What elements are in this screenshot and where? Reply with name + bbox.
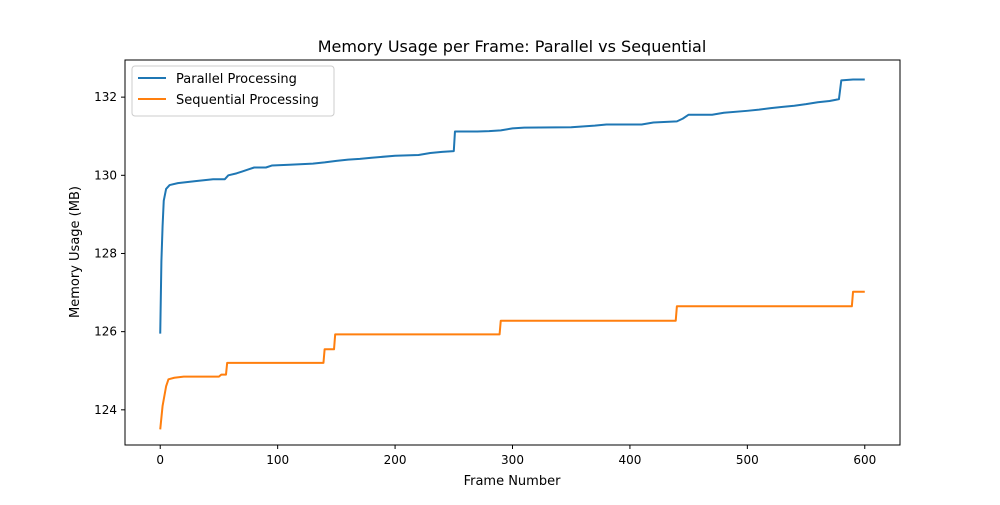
y-tick-label: 126	[94, 325, 117, 339]
x-tick-label: 200	[384, 453, 407, 467]
y-tick-label: 132	[94, 90, 117, 104]
x-axis-label: Frame Number	[464, 474, 562, 489]
x-tick-label: 400	[618, 453, 641, 467]
y-tick-label: 128	[94, 246, 117, 260]
x-tick-label: 600	[853, 453, 876, 467]
chart-title: Memory Usage per Frame: Parallel vs Sequ…	[318, 37, 707, 56]
legend: Parallel Processing Sequential Processin…	[131, 65, 335, 117]
series-layer	[159, 78, 865, 430]
y-tick-label: 124	[94, 403, 117, 417]
x-tick-label: 100	[266, 453, 289, 467]
series-line-parallel-processing	[159, 78, 865, 334]
x-tick-label: 0	[156, 453, 164, 467]
x-axis-ticks: 0 100 200 300 400 500 600	[156, 445, 876, 467]
plot-frame	[124, 59, 901, 446]
x-tick-label: 500	[736, 453, 759, 467]
y-axis-ticks: 124 126 128 130 132	[94, 90, 125, 417]
series-line-sequential-processing	[159, 290, 865, 430]
legend-box	[131, 65, 335, 117]
legend-label-sequential: Sequential Processing	[176, 93, 319, 108]
y-axis-label: Memory Usage (MB)	[68, 186, 83, 318]
legend-label-parallel: Parallel Processing	[176, 72, 297, 87]
y-tick-label: 130	[94, 168, 117, 182]
x-tick-label: 300	[501, 453, 524, 467]
